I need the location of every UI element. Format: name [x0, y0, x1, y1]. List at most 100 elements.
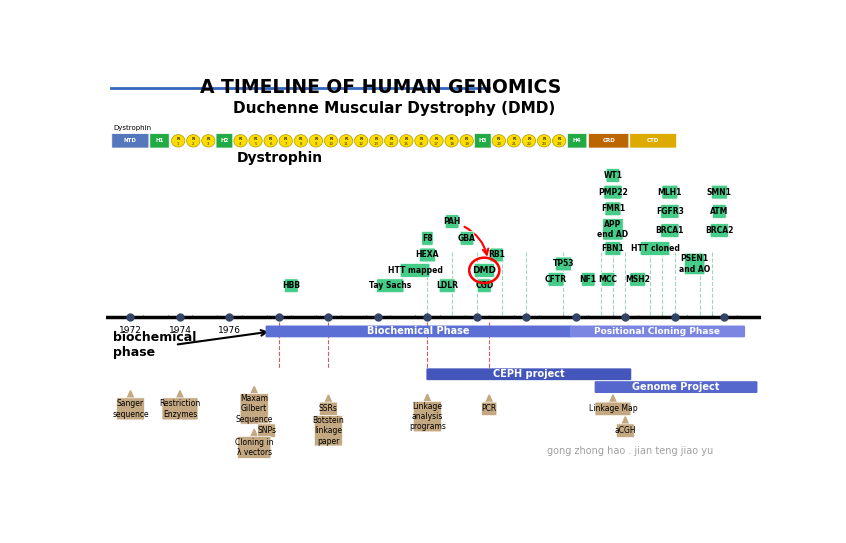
FancyBboxPatch shape [711, 185, 728, 199]
Ellipse shape [445, 135, 459, 147]
Text: H2: H2 [220, 138, 228, 143]
Text: MLH1: MLH1 [657, 188, 682, 197]
Ellipse shape [187, 135, 200, 147]
Text: 1980: 1980 [314, 326, 343, 336]
FancyBboxPatch shape [475, 134, 492, 148]
Text: 9: 9 [315, 142, 317, 146]
Text: Duchenne Muscular Dystrophy (DMD): Duchenne Muscular Dystrophy (DMD) [233, 101, 555, 116]
Text: 1986: 1986 [465, 326, 488, 335]
FancyBboxPatch shape [445, 214, 459, 229]
FancyBboxPatch shape [602, 273, 615, 286]
Text: R: R [465, 137, 469, 141]
FancyBboxPatch shape [414, 401, 442, 432]
Text: R: R [404, 137, 408, 141]
Text: 10: 10 [328, 142, 333, 146]
Text: 1994: 1994 [663, 326, 686, 335]
FancyBboxPatch shape [640, 242, 670, 256]
Text: Maxam
Gilbert
Sequence: Maxam Gilbert Sequence [235, 394, 273, 424]
Text: 2: 2 [192, 142, 195, 146]
Text: R: R [329, 137, 332, 141]
Text: HEXA: HEXA [415, 250, 439, 260]
Text: APP
end AD: APP end AD [597, 219, 629, 239]
Ellipse shape [279, 135, 293, 147]
Text: PMP22: PMP22 [598, 188, 628, 197]
FancyBboxPatch shape [266, 325, 572, 337]
FancyBboxPatch shape [606, 168, 620, 182]
Text: F8: F8 [422, 234, 432, 243]
Text: Dystrophin: Dystrophin [113, 125, 151, 131]
FancyBboxPatch shape [568, 134, 587, 148]
Text: HTT cloned: HTT cloned [630, 244, 679, 253]
FancyBboxPatch shape [421, 231, 433, 245]
Text: 1974: 1974 [168, 326, 191, 335]
Text: LDLR: LDLR [437, 281, 459, 291]
Text: BRCA1: BRCA1 [656, 226, 684, 235]
Text: CFTR: CFTR [545, 275, 567, 284]
Text: CEPH project: CEPH project [493, 369, 564, 379]
Text: R: R [269, 137, 272, 141]
FancyBboxPatch shape [284, 279, 298, 293]
Ellipse shape [354, 135, 368, 147]
Text: Linkage Map: Linkage Map [589, 405, 637, 413]
FancyBboxPatch shape [629, 273, 645, 286]
Text: FGFR3: FGFR3 [656, 207, 684, 216]
FancyBboxPatch shape [162, 398, 198, 420]
Polygon shape [250, 429, 258, 437]
Ellipse shape [399, 135, 413, 147]
FancyBboxPatch shape [400, 263, 430, 277]
Text: R: R [390, 137, 393, 141]
FancyBboxPatch shape [605, 202, 621, 216]
Text: R: R [344, 137, 348, 141]
Text: R: R [558, 137, 561, 141]
Text: CRD: CRD [602, 138, 615, 143]
Text: 19: 19 [464, 142, 470, 146]
Text: 23: 23 [541, 142, 547, 146]
Text: R: R [527, 137, 530, 141]
Ellipse shape [309, 135, 322, 147]
FancyBboxPatch shape [710, 224, 728, 237]
Ellipse shape [522, 135, 536, 147]
FancyBboxPatch shape [238, 437, 271, 458]
Text: Cloning in
λ vectors: Cloning in λ vectors [235, 438, 273, 457]
Ellipse shape [415, 135, 428, 147]
FancyBboxPatch shape [602, 218, 624, 240]
Ellipse shape [460, 135, 474, 147]
Text: aCGH: aCGH [614, 426, 636, 435]
Text: R: R [177, 137, 180, 141]
Text: 1972: 1972 [119, 326, 142, 335]
Text: H3: H3 [479, 138, 487, 143]
FancyBboxPatch shape [595, 381, 757, 393]
Text: 7: 7 [284, 142, 287, 146]
Text: 21: 21 [511, 142, 516, 146]
FancyBboxPatch shape [712, 205, 726, 218]
FancyBboxPatch shape [589, 134, 629, 148]
FancyBboxPatch shape [490, 248, 503, 262]
FancyBboxPatch shape [477, 279, 492, 293]
FancyBboxPatch shape [216, 134, 233, 148]
FancyBboxPatch shape [112, 134, 149, 148]
Text: A TIMELINE OF HUMAN GENOMICS: A TIMELINE OF HUMAN GENOMICS [201, 78, 562, 97]
Text: 1978: 1978 [267, 326, 290, 335]
Ellipse shape [508, 135, 520, 147]
FancyBboxPatch shape [605, 242, 621, 256]
Ellipse shape [233, 135, 247, 147]
Text: Restriction
Enzymes: Restriction Enzymes [159, 399, 201, 419]
Text: R: R [314, 137, 317, 141]
Text: CTD: CTD [647, 138, 659, 143]
Text: 1990: 1990 [562, 326, 591, 336]
Text: 18: 18 [449, 142, 454, 146]
Text: 1: 1 [177, 142, 179, 146]
Text: Genome Project: Genome Project [632, 382, 720, 392]
Polygon shape [424, 394, 431, 402]
Polygon shape [325, 408, 332, 416]
Text: WT1: WT1 [603, 171, 623, 180]
Text: R: R [206, 137, 210, 141]
FancyBboxPatch shape [240, 394, 268, 424]
Text: H4: H4 [573, 138, 581, 143]
FancyBboxPatch shape [426, 368, 631, 380]
Text: FBN1: FBN1 [602, 244, 624, 253]
FancyBboxPatch shape [604, 185, 622, 199]
Ellipse shape [264, 135, 277, 147]
FancyBboxPatch shape [481, 402, 497, 416]
Text: gong zhong hao . jian teng jiao yu: gong zhong hao . jian teng jiao yu [547, 446, 713, 456]
